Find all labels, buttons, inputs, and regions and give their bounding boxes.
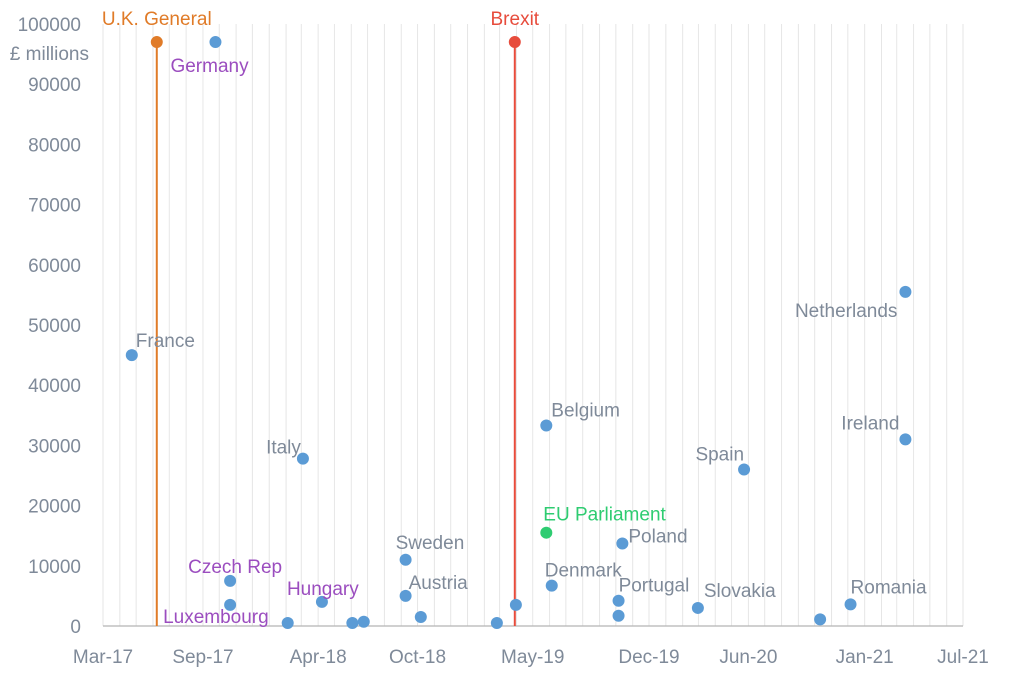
x-tick-label: Mar-17 (73, 647, 133, 668)
y-tick-label: 20000 (28, 497, 81, 518)
point-label: Denmark (545, 561, 623, 582)
x-tick-label: Oct-18 (389, 647, 446, 668)
y-tick-label: 0 (70, 617, 81, 638)
data-point (899, 285, 912, 298)
point-label: Romania (851, 577, 927, 598)
y-axis-label: £ millions (10, 44, 89, 65)
point-label: Luxembourg (163, 607, 269, 628)
x-tick-label: Dec-19 (618, 647, 679, 668)
x-tick-label: Sep-17 (172, 647, 233, 668)
y-tick-label: 90000 (28, 75, 81, 96)
point-label: Belgium (551, 401, 620, 422)
data-point (616, 537, 629, 550)
data-point (399, 589, 412, 602)
x-tick-label: May-19 (501, 647, 564, 668)
point-label: Italy (266, 438, 301, 459)
data-point (224, 598, 237, 611)
vertical-gridlines (102, 24, 964, 626)
x-tick-label: Jul-21 (937, 647, 989, 668)
x-tick-label: Jun-20 (719, 647, 777, 668)
data-point (814, 613, 827, 626)
event-label: Brexit (491, 9, 540, 30)
data-point (612, 594, 625, 607)
data-point (540, 526, 553, 539)
point-label: Austria (409, 573, 469, 594)
data-point (490, 616, 503, 629)
y-tick-label: 80000 (28, 135, 81, 156)
data-point (691, 601, 704, 614)
data-point (545, 579, 558, 592)
y-tick-label: 10000 (28, 557, 81, 578)
data-point (209, 36, 222, 49)
data-point (540, 419, 553, 432)
x-tick-labels: Mar-17 Sep-17 Apr-18 Oct-18 May-19 Dec-19 Jun-… (73, 647, 989, 668)
point-label: EU Parliament (543, 505, 666, 526)
point-label: Portugal (619, 576, 690, 597)
y-tick-label: 40000 (28, 376, 81, 397)
point-label: Sweden (396, 533, 465, 554)
point-label: Germany (170, 56, 249, 77)
event-marker (150, 36, 163, 49)
y-tick-labels: 0 10000 20000 30000 40000 50000 60000 70000 8000… (18, 15, 81, 638)
data-point (125, 349, 138, 362)
data-point (357, 615, 370, 628)
point-label: Poland (628, 527, 687, 548)
y-tick-label: 60000 (28, 256, 81, 277)
point-label: Spain (695, 444, 744, 465)
point-label: Hungary (287, 579, 359, 600)
point-labels: France Germany Czech Rep Luxembourg Italy Hun… (136, 56, 927, 628)
data-point (281, 616, 294, 629)
data-point (346, 616, 359, 629)
data-point (844, 598, 857, 611)
y-tick-label: 70000 (28, 196, 81, 217)
event-marker (508, 36, 521, 49)
data-point (399, 553, 412, 566)
data-point (899, 433, 912, 446)
event-label: U.K. General (102, 9, 212, 30)
point-label: France (136, 331, 195, 352)
y-tick-label: 50000 (28, 316, 81, 337)
data-point (296, 452, 309, 465)
y-tick-label: 100000 (18, 15, 81, 36)
point-label: Netherlands (795, 301, 897, 322)
point-label: Ireland (841, 413, 899, 434)
data-point (315, 595, 328, 608)
event-markers: U.K. General Brexit (102, 9, 540, 626)
data-points (125, 36, 912, 629)
y-tick-label: 30000 (28, 436, 81, 457)
point-label: Czech Rep (188, 557, 282, 578)
point-label: Slovakia (704, 581, 776, 602)
data-point (612, 609, 625, 622)
data-point (224, 574, 237, 587)
data-point (414, 610, 427, 623)
data-point (738, 463, 751, 476)
x-tick-label: Apr-18 (290, 647, 347, 668)
x-tick-label: Jan-21 (836, 647, 894, 668)
data-point (509, 598, 522, 611)
